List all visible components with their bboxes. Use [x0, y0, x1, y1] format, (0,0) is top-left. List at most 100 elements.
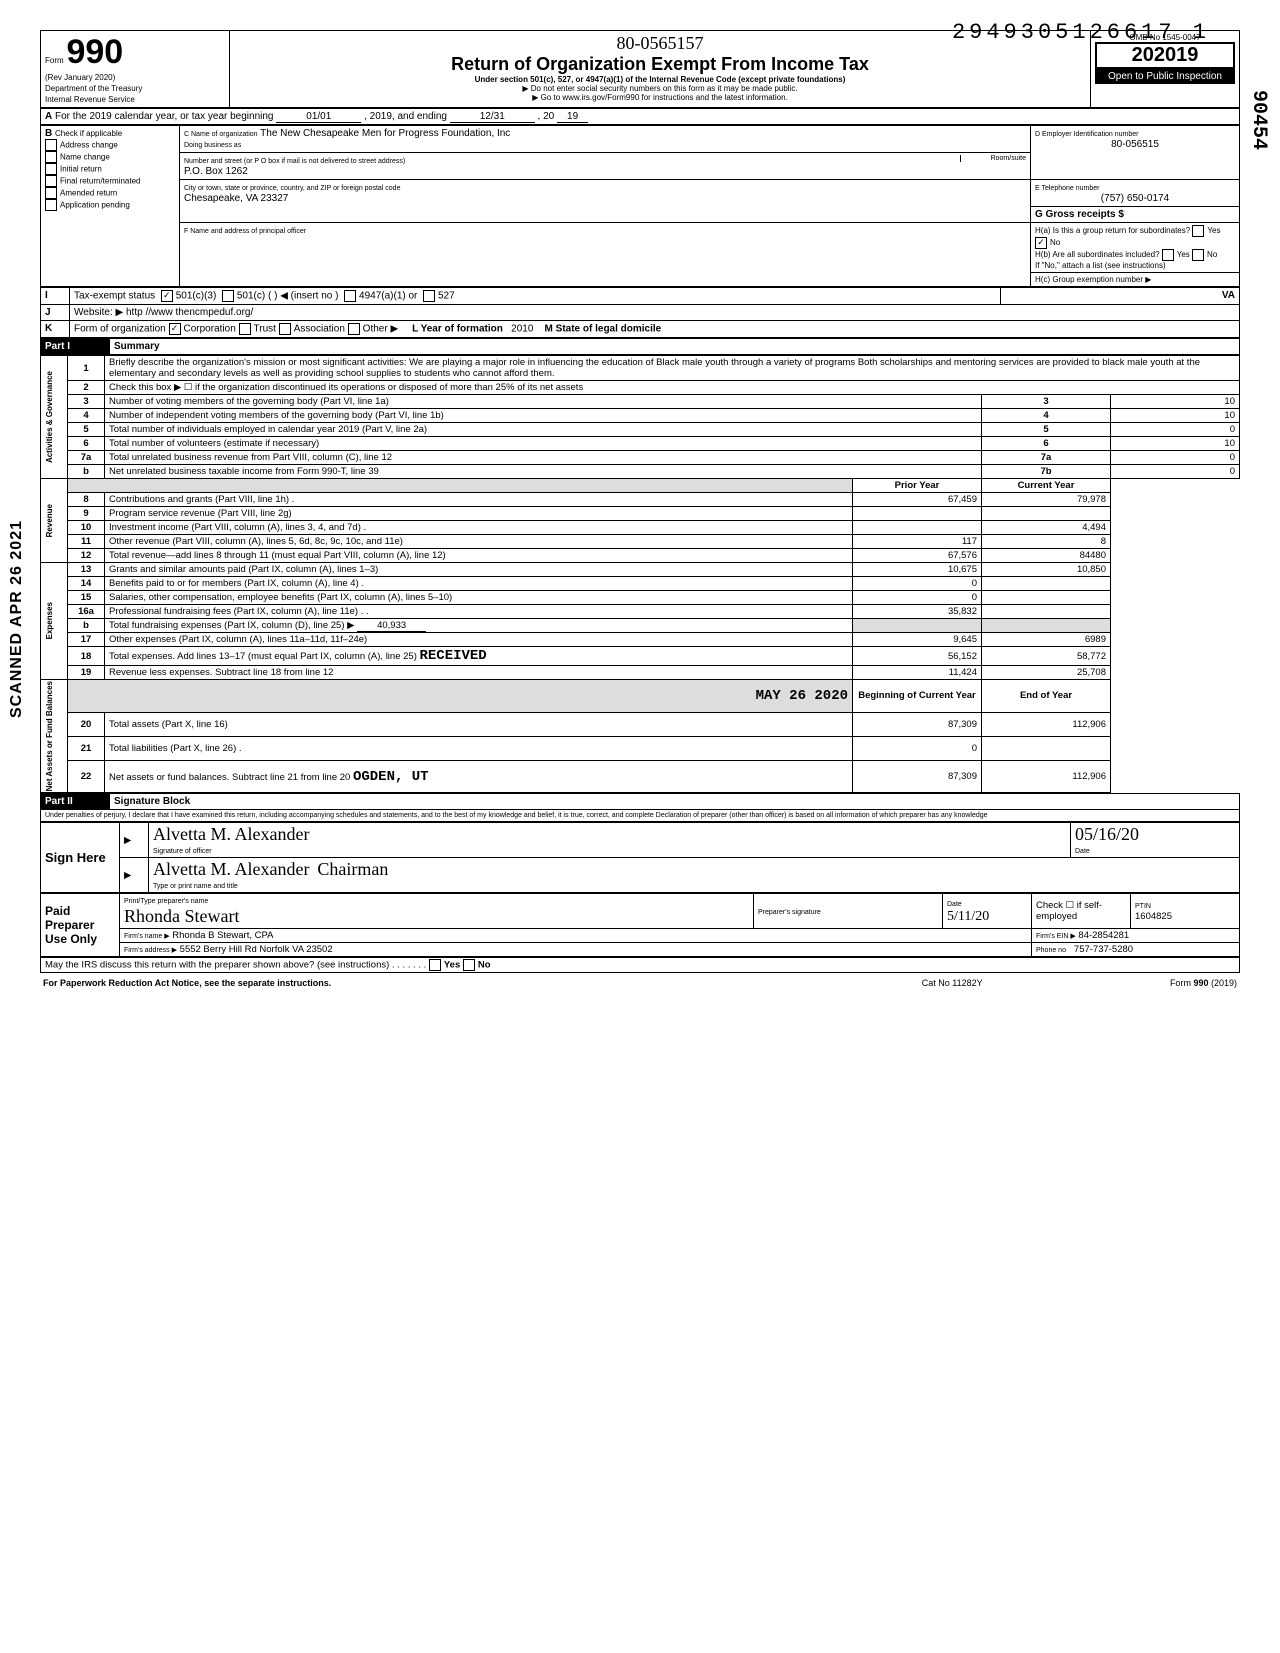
- v4: 10: [1111, 409, 1240, 423]
- street-label: Number and street (or P O box if mail is…: [184, 158, 405, 165]
- chk-501c3[interactable]: ✓: [161, 290, 173, 302]
- v7b: 0: [1111, 465, 1240, 479]
- q1-label: Briefly describe the organization's miss…: [109, 357, 407, 368]
- row11-p: 117: [853, 535, 982, 549]
- form-title: Return of Organization Exempt From Incom…: [234, 54, 1086, 75]
- year-begin: 01/01: [276, 111, 361, 123]
- line-a-mid: , 2019, and ending: [364, 111, 447, 122]
- check-self: Check ☐ if self-employed: [1032, 894, 1131, 929]
- vert-net: Net Assets or Fund Balances: [45, 681, 54, 791]
- tax-year: 202019: [1095, 42, 1235, 69]
- chk-assoc[interactable]: [279, 323, 291, 335]
- row19-label: Revenue less expenses. Subtract line 18 …: [105, 666, 853, 680]
- open-public: Open to Public Inspection: [1095, 69, 1235, 84]
- row20-label: Total assets (Part X, line 16): [105, 712, 853, 736]
- chk-ha-no[interactable]: ✓: [1035, 237, 1047, 249]
- row21-label: Total liabilities (Part X, line 26) .: [105, 736, 853, 760]
- chk-other[interactable]: [348, 323, 360, 335]
- form-note1: ▶ Do not enter social security numbers o…: [234, 84, 1086, 93]
- year-end-month: 12/31: [450, 111, 535, 123]
- ptin-value: 1604825: [1135, 911, 1172, 922]
- row8-p: 67,459: [853, 493, 982, 507]
- chk-hb-no[interactable]: [1192, 249, 1204, 261]
- row19-c: 25,708: [982, 666, 1111, 680]
- officer-signature: Alvetta M. Alexander: [153, 824, 309, 844]
- row16a-label: Professional fundraising fees (Part IX, …: [105, 605, 853, 619]
- part1-header: Part I: [41, 339, 110, 355]
- row12-p: 67,576: [853, 549, 982, 563]
- prep-sig-label: Preparer's signature: [758, 909, 821, 916]
- street-value: P.O. Box 1262: [184, 166, 248, 177]
- chk-527[interactable]: [423, 290, 435, 302]
- lbl-discuss-no: No: [478, 960, 491, 971]
- firm-name-label: Firm's name ▶: [124, 933, 170, 940]
- city-value: Chesapeake, VA 23327: [184, 193, 288, 204]
- q4: Number of independent voting members of …: [105, 409, 982, 423]
- h-b-label: H(b) Are all subordinates included?: [1035, 250, 1160, 259]
- chk-4947[interactable]: [344, 290, 356, 302]
- h-b-note: If "No," attach a list (see instructions…: [1035, 261, 1166, 270]
- document-locator-number: 2949305126617 1: [952, 20, 1210, 45]
- chk-initial-return[interactable]: [45, 163, 57, 175]
- row10-label: Investment income (Part VIII, column (A)…: [105, 521, 853, 535]
- row8-c: 79,978: [982, 493, 1111, 507]
- received-stamp: RECEIVED: [420, 648, 487, 664]
- row22-p: 87,309: [853, 760, 982, 793]
- chk-501c[interactable]: [222, 290, 234, 302]
- h-c-label: H(c) Group exemption number ▶: [1035, 275, 1151, 284]
- lbl-501c-insert: ) ◀ (insert no ): [274, 291, 338, 302]
- chk-address-change[interactable]: [45, 139, 57, 151]
- year-prefix: , 20: [538, 111, 555, 122]
- form-label: Form: [45, 56, 64, 65]
- row12-n: 12: [81, 550, 92, 561]
- q5: Total number of individuals employed in …: [105, 423, 982, 437]
- part2-header: Part II: [41, 794, 110, 810]
- chk-app-pending[interactable]: [45, 199, 57, 211]
- v5: 0: [1111, 423, 1240, 437]
- phone-value: (757) 650-0174: [1035, 193, 1235, 204]
- vert-governance: Activities & Governance: [45, 371, 54, 463]
- lbl-4947: 4947(a)(1) or: [359, 291, 417, 302]
- perjury-text: Under penalties of perjury, I declare th…: [40, 810, 1240, 822]
- row21-n: 21: [81, 743, 92, 754]
- prior-year-label: Prior Year: [853, 479, 982, 493]
- chk-ha-yes[interactable]: [1192, 225, 1204, 237]
- dba-label: Doing business as: [184, 142, 241, 149]
- row12-label: Total revenue—add lines 8 through 11 (mu…: [105, 549, 853, 563]
- state-label: M State of legal domicile: [545, 324, 662, 335]
- year-formation: 2010: [511, 324, 533, 335]
- row10-p: [853, 521, 982, 535]
- row21-c: [982, 736, 1111, 760]
- typed-name: Alvetta M. Alexander: [153, 859, 309, 879]
- row19-n: 19: [81, 667, 92, 678]
- lbl-name-change: Name change: [60, 153, 110, 162]
- firm-phone: 757-737-5280: [1074, 944, 1133, 955]
- q7a: Total unrelated business revenue from Pa…: [105, 451, 982, 465]
- prep-name: Rhonda Stewart: [124, 906, 239, 926]
- chk-final-return[interactable]: [45, 175, 57, 187]
- chk-hb-yes[interactable]: [1162, 249, 1174, 261]
- irs-label: Internal Revenue Service: [45, 95, 135, 104]
- cat-no: Cat No 11282Y: [863, 977, 1041, 989]
- website-value: http //www thencmpeduf.org/: [126, 307, 253, 318]
- form-note2: ▶ Go to www.irs.gov/Form990 for instruct…: [234, 93, 1086, 102]
- chk-discuss-no[interactable]: [463, 959, 475, 971]
- lbl-final-return: Final return/terminated: [60, 177, 140, 186]
- row17-c: 6989: [982, 633, 1111, 647]
- prep-date-label: Date: [947, 901, 962, 908]
- chk-amended[interactable]: [45, 187, 57, 199]
- chk-corp[interactable]: ✓: [169, 323, 181, 335]
- chk-discuss-yes[interactable]: [429, 959, 441, 971]
- line-i-label: Tax-exempt status: [74, 291, 155, 302]
- chk-trust[interactable]: [239, 323, 251, 335]
- row9-c: [982, 507, 1111, 521]
- q7b: Net unrelated business taxable income fr…: [105, 465, 982, 479]
- room-label: Room/suite: [960, 155, 1026, 162]
- row13-n: 13: [81, 564, 92, 575]
- lbl-501c: 501(c) (: [237, 291, 271, 302]
- lbl-ha-no: No: [1050, 238, 1060, 247]
- row13-label: Grants and similar amounts paid (Part IX…: [105, 563, 853, 577]
- row17-p: 9,645: [853, 633, 982, 647]
- row13-p: 10,675: [853, 563, 982, 577]
- chk-name-change[interactable]: [45, 151, 57, 163]
